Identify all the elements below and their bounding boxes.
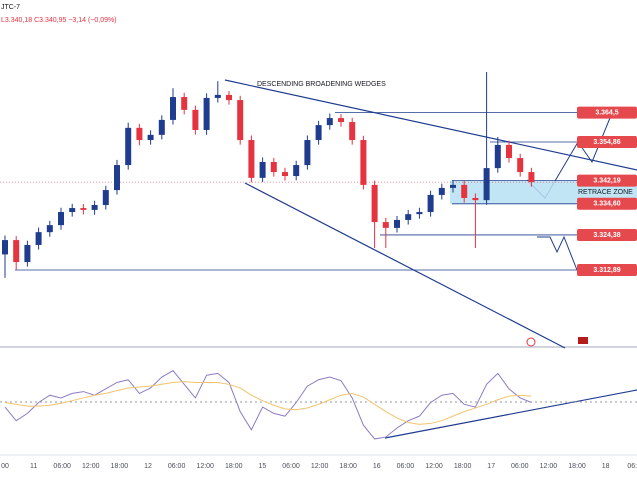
wedge-upper: [224, 79, 637, 171]
x-tick-label: 11: [30, 463, 37, 470]
price-label: 3.324,38: [593, 232, 620, 239]
candle-body: [326, 118, 333, 126]
x-tick-label: 12:00: [540, 463, 558, 470]
candle-body: [35, 232, 42, 245]
candle-body: [237, 100, 244, 141]
candle-body: [58, 212, 64, 226]
x-tick-label: 06:0: [627, 463, 637, 470]
candle-body: [450, 184, 456, 188]
candle-body: [192, 109, 199, 130]
x-tick-label: 12:00: [196, 463, 214, 470]
candle-body: [226, 94, 232, 101]
x-tick-label: 06:00: [397, 463, 415, 470]
candle-body: [69, 208, 76, 213]
price-label-box: [577, 174, 637, 187]
candle-body: [438, 187, 445, 195]
oscillator-line: [4, 370, 532, 440]
candle-body: [158, 119, 165, 135]
oscillator-trendline: [384, 389, 637, 439]
x-tick-label: 15: [259, 463, 267, 470]
price-label-box: [577, 106, 637, 119]
candle-body: [102, 190, 109, 206]
candle-body: [136, 127, 143, 141]
x-tick-label: 16: [373, 463, 381, 470]
projection-down: [537, 235, 578, 271]
x-tick-label: 18:00: [568, 463, 586, 470]
candle-body: [203, 97, 210, 130]
candle-body: [405, 214, 412, 220]
x-tick-label: 17: [487, 463, 495, 470]
flag-icon: [578, 337, 588, 344]
x-tick-label: 06:00: [53, 463, 71, 470]
candle-body: [24, 244, 31, 263]
x-tick-label: 18:00: [454, 463, 472, 470]
candle-body: [494, 144, 501, 169]
candle-body: [293, 165, 300, 177]
candle-body: [248, 140, 255, 178]
price-label-box: [577, 197, 637, 210]
candle-body: [46, 225, 53, 233]
candle-body: [91, 205, 98, 210]
x-tick-label: 06:00: [282, 463, 300, 470]
price-label-box: [577, 264, 637, 277]
candle-body: [2, 240, 8, 255]
x-tick-label: 12:00: [82, 463, 100, 470]
candle-body: [427, 194, 434, 213]
candle-body: [125, 127, 132, 166]
x-tick-label: 12: [144, 463, 152, 470]
candle-body: [282, 172, 288, 177]
candle-body: [338, 118, 344, 123]
candle-body: [315, 125, 322, 141]
candle-body: [517, 158, 524, 173]
candle-body: [506, 144, 512, 159]
candle-body: [80, 208, 87, 210]
candle-body: [472, 197, 479, 201]
candle-body: [170, 97, 176, 120]
ohlc-info: L3.340,18 C3.340,95 −3,14 (−0,09%): [1, 17, 117, 24]
wedge-lower: [244, 182, 566, 349]
price-label: 3.312,89: [593, 267, 620, 274]
candle-body: [416, 212, 423, 215]
price-label-box: [577, 228, 637, 241]
candle-body: [181, 97, 188, 110]
x-tick-label: 18:00: [111, 463, 129, 470]
zone-annotation: RETRACE ZONE: [578, 189, 633, 196]
candle-body: [360, 140, 367, 185]
candle-body: [304, 140, 311, 166]
x-tick-label: 00: [1, 463, 9, 470]
price-label: 3.364,5: [595, 109, 618, 116]
candle-body: [147, 134, 154, 141]
x-tick-label: 18:00: [225, 463, 243, 470]
candle-body: [394, 219, 400, 228]
candle-body: [13, 240, 20, 263]
main-layer: 3.364,5 3.354,86 3.342,19 3.334,60 3.324,38 3…: [0, 72, 637, 470]
candle-body: [259, 162, 266, 178]
candle-body: [270, 162, 277, 173]
x-tick-label: 18: [602, 463, 610, 470]
candle-body: [528, 172, 535, 183]
candle-body: [114, 165, 120, 191]
price-label: 3.334,60: [593, 201, 620, 208]
candle-body: [382, 222, 389, 228]
x-tick-label: 06:00: [168, 463, 186, 470]
price-label: 3.354,86: [593, 139, 620, 146]
oscillator-line: [4, 381, 532, 425]
candle-body: [214, 94, 221, 98]
wedge-annotation: DESCENDING BROADENING WEDGES: [257, 81, 386, 88]
symbol-title: JTC-7: [1, 4, 20, 11]
x-tick-label: 06:00: [511, 463, 529, 470]
candle-body: [371, 184, 378, 223]
price-label-box: [577, 135, 637, 148]
candle-body: [483, 168, 490, 201]
price-label: 3.342,19: [593, 177, 620, 184]
candle-body: [461, 184, 468, 198]
candle-body: [349, 122, 356, 141]
event-icon: [526, 337, 536, 347]
x-tick-label: 18:00: [339, 463, 357, 470]
x-tick-label: 12:00: [425, 463, 443, 470]
x-tick-label: 12:00: [311, 463, 329, 470]
